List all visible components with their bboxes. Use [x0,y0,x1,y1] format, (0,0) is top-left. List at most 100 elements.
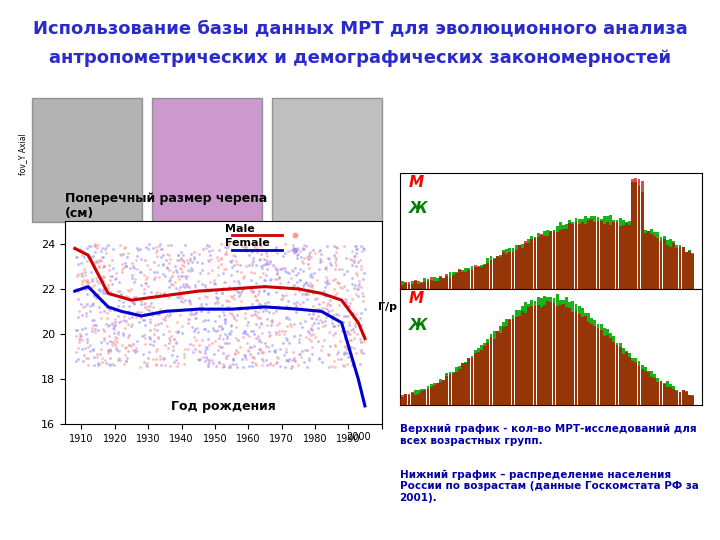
Point [340,254,351,263]
Point [307,329,319,338]
Point [92,241,104,249]
Point [178,279,189,288]
Point [199,281,211,289]
Point [350,245,361,253]
Point [96,256,107,265]
Point [210,280,221,288]
Point [188,254,199,263]
Point [288,355,300,364]
Point [91,244,103,252]
Point [281,291,292,300]
Bar [430,387,433,405]
Point [90,294,102,302]
Point [195,307,207,315]
Bar [616,345,618,405]
Point [109,325,120,334]
Point [78,268,90,276]
Bar [660,381,662,405]
Point [330,243,341,252]
Point [88,361,99,370]
Point [248,287,259,296]
Point [324,259,336,267]
Point [149,273,161,281]
Bar [543,231,546,289]
Bar [577,219,580,289]
Point [273,274,284,282]
Point [123,307,135,316]
Bar [449,272,451,289]
Point [91,349,103,358]
Point [99,333,110,342]
Bar [395,281,398,289]
Point [348,328,360,336]
Point [220,265,231,273]
Point [73,294,84,303]
Point [352,292,364,300]
Point [246,285,257,294]
Bar [395,396,398,405]
Point [127,262,139,271]
Point [245,286,256,295]
Bar [644,233,647,289]
Bar [417,394,420,405]
Bar [552,298,555,405]
Point [163,276,175,285]
Point [94,256,105,265]
Point [286,322,297,330]
Bar [562,225,564,289]
Point [94,350,105,359]
Point [307,280,318,289]
Point [292,282,304,291]
Point [204,356,215,365]
Point [288,249,300,258]
Point [76,311,88,320]
Point [185,249,197,258]
Point [143,302,154,310]
Point [293,349,305,358]
Point [223,329,235,338]
Point [130,293,142,301]
Point [321,310,333,319]
Point [299,290,310,299]
Point [351,349,362,357]
Point [158,259,169,268]
Point [243,362,255,370]
Bar [398,399,401,405]
Point [320,316,331,325]
Point [99,307,110,315]
Point [297,282,308,291]
Point [261,306,272,315]
Point [275,265,287,274]
Point [177,282,189,291]
Point [167,268,179,276]
Bar [462,270,464,289]
Point [156,253,167,262]
Point [305,336,317,345]
Point [279,363,291,372]
Point [82,253,94,261]
Bar [471,357,474,405]
Point [197,316,208,325]
Bar [477,266,480,289]
Bar [562,228,564,289]
Point [152,345,163,354]
Text: М: М [409,175,424,190]
Point [153,310,164,319]
Point [151,287,163,296]
Point [141,305,153,313]
Point [280,333,292,342]
Bar [618,226,621,289]
Point [349,242,361,251]
Point [281,313,292,321]
Point [271,266,282,274]
Point [87,345,99,354]
Point [216,325,228,334]
Point [358,333,369,341]
Point [109,336,120,345]
Point [316,303,328,312]
Point [197,259,208,267]
Point [89,321,100,329]
Point [207,266,218,274]
Point [161,322,173,330]
Bar [559,230,562,289]
